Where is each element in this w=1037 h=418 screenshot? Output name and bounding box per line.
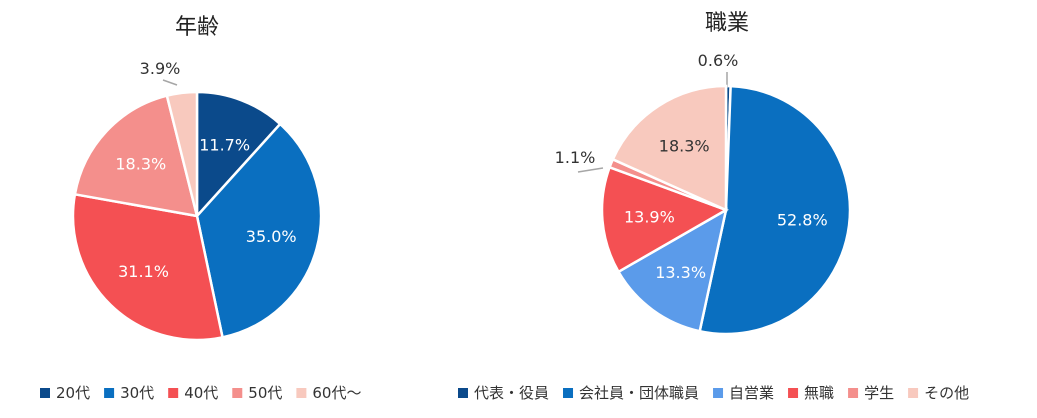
legend-label-occupation-1: 会社員・団体職員 [579, 384, 699, 402]
pie-slice-age-3 [73, 94, 199, 218]
pie-slice-occupation-5 [611, 84, 728, 212]
pie-occupation: 0.6% 52.8% 13.3% 13.9% 1.1% 18.3% [555, 51, 852, 336]
leader-line-occupation-4 [577, 167, 604, 173]
legend-age: 20代 30代 40代 50代 60代～ [40, 384, 361, 402]
legend-swatch-age-3 [232, 388, 243, 398]
legend-swatch-occupation-3 [788, 388, 799, 398]
legend-swatch-occupation-0 [458, 388, 468, 398]
pie-slice-occupation-1 [698, 84, 852, 336]
data-label-age-2: 31.1% [118, 262, 169, 281]
data-label-occupation-5: 18.3% [659, 136, 710, 155]
legend-label-age-4: 60代～ [312, 384, 361, 402]
legend-label-occupation-5: その他 [924, 384, 969, 402]
data-label-occupation-0: 0.6% [698, 51, 739, 70]
pie-slice-age-2 [71, 192, 225, 342]
pie-slice-age-4 [165, 90, 199, 217]
legend-label-age-1: 30代 [120, 384, 154, 402]
legend-swatch-occupation-5 [908, 388, 919, 398]
data-label-occupation-1: 52.8% [777, 211, 828, 230]
pie-slice-age-1 [195, 122, 323, 339]
legend-label-age-0: 20代 [56, 384, 90, 402]
legend-label-occupation-2: 自営業 [729, 384, 774, 402]
leader-line-age-4 [162, 79, 178, 86]
data-label-occupation-4: 1.1% [555, 148, 596, 167]
legend-swatch-age-2 [168, 388, 179, 398]
chart-title-age: 年齢 [175, 15, 219, 40]
data-label-occupation-3: 13.9% [624, 208, 675, 227]
data-label-age-4: 3.9% [140, 59, 181, 78]
legend-label-age-3: 50代 [248, 384, 282, 402]
legend-swatch-age-1 [104, 388, 115, 398]
legend-label-occupation-4: 学生 [864, 384, 894, 402]
pie-slice-occupation-3 [600, 165, 729, 274]
legend-swatch-occupation-4 [848, 388, 859, 398]
legend-label-age-2: 40代 [184, 384, 218, 402]
legend-swatch-occupation-1 [563, 388, 574, 398]
data-label-age-3: 18.3% [115, 155, 166, 174]
data-label-age-0: 11.7% [199, 135, 250, 154]
legend-swatch-occupation-2 [713, 388, 724, 398]
legend-occupation: 代表・役員 会社員・団体職員 自営業 無職 学生 その他 [458, 384, 969, 402]
chart-title-occupation: 職業 [705, 11, 749, 36]
legend-swatch-age-0 [40, 388, 50, 398]
legend-swatch-age-4 [296, 388, 307, 398]
pie-slice-occupation-2 [616, 207, 728, 333]
data-label-age-1: 35.0% [246, 227, 297, 246]
pie-slice-age-0 [195, 90, 282, 220]
pie-age: 11.7% 35.0% 31.1% 18.3% 3.9% [71, 59, 323, 342]
data-label-occupation-2: 13.3% [655, 263, 706, 282]
legend-label-occupation-0: 代表・役員 [474, 384, 549, 402]
legend-label-occupation-3: 無職 [804, 384, 834, 402]
